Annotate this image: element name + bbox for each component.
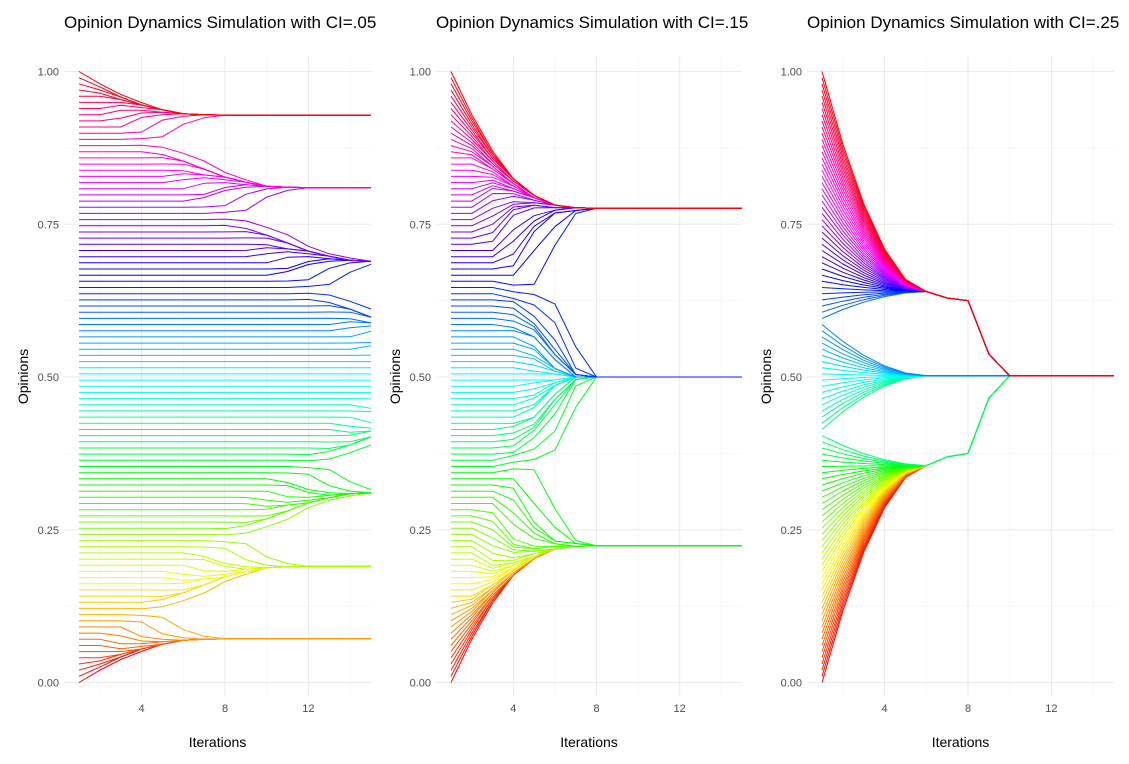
agent-trajectory: [79, 472, 372, 494]
trajectories: [450, 71, 742, 683]
agent-trajectory: [79, 263, 372, 288]
agent-trajectory: [79, 492, 372, 536]
agent-trajectory: [79, 305, 372, 318]
agent-trajectory: [79, 404, 372, 409]
agent-trajectory: [79, 436, 372, 443]
agent-trajectory: [79, 436, 372, 456]
agent-trajectory: [79, 317, 372, 324]
agent-trajectory: [79, 259, 372, 276]
x-tick-label: 4: [510, 703, 516, 715]
agent-trajectory: [79, 224, 372, 262]
chart-title: Opinion Dynamics Simulation with CI=.15: [436, 13, 748, 32]
agent-trajectory: [79, 410, 372, 412]
y-tick-label: 0.75: [410, 219, 431, 231]
trajectories: [821, 71, 1114, 683]
agent-trajectory: [79, 466, 372, 491]
chart-title: Opinion Dynamics Simulation with CI=.05: [64, 13, 376, 32]
y-tick-label: 0.00: [410, 678, 431, 690]
y-tick-label: 0.00: [38, 678, 59, 690]
chart-panel-2: Opinion Dynamics Simulation with CI=.15 0…: [387, 13, 748, 750]
y-tick-label: 0.75: [38, 219, 59, 231]
y-tick-label: 0.50: [410, 372, 431, 384]
agent-trajectory: [451, 468, 742, 547]
chart-panel-1: Opinion Dynamics Simulation with CI=.05 0…: [15, 13, 376, 750]
agent-trajectory: [79, 218, 372, 262]
agent-trajectory: [79, 325, 372, 332]
y-tick-label: 0.75: [781, 219, 802, 231]
y-tick-label: 0.25: [410, 525, 431, 537]
x-tick-label: 4: [139, 703, 145, 715]
agent-trajectory: [79, 444, 372, 462]
agent-trajectory: [79, 429, 372, 433]
x-tick-label: 12: [674, 703, 686, 715]
x-axis-title: Iterations: [932, 734, 990, 750]
agent-trajectory: [79, 478, 372, 495]
y-axis-title: Opinions: [758, 349, 774, 404]
agent-trajectory: [79, 251, 372, 262]
x-tick-label: 12: [302, 703, 314, 715]
agent-trajectory: [79, 144, 371, 189]
agent-trajectory: [79, 292, 372, 310]
agent-trajectory: [79, 416, 372, 424]
agent-trajectory: [79, 540, 371, 567]
x-tick-label: 8: [593, 703, 599, 715]
y-tick-label: 1.00: [781, 67, 802, 79]
y-tick-label: 1.00: [38, 67, 59, 79]
agent-trajectory: [79, 430, 372, 437]
chart-panel-3: Opinion Dynamics Simulation with CI=.25 0…: [758, 13, 1119, 750]
agent-trajectory: [79, 492, 372, 503]
agent-trajectory: [79, 436, 372, 449]
agent-trajectory: [821, 71, 1114, 377]
y-axis-title: Opinions: [15, 349, 31, 404]
agent-trajectory: [79, 311, 372, 318]
y-tick-label: 0.50: [38, 372, 59, 384]
x-tick-label: 12: [1045, 703, 1057, 715]
agent-trajectory: [450, 71, 742, 209]
x-tick-label: 8: [222, 703, 228, 715]
agent-trajectory: [79, 258, 372, 270]
agent-trajectory: [79, 492, 372, 507]
agent-trajectory: [79, 330, 372, 338]
y-tick-label: 0.50: [781, 372, 802, 384]
agent-trajectory: [79, 321, 372, 325]
agent-trajectory: [78, 71, 371, 116]
agent-trajectory: [79, 256, 372, 264]
agent-trajectory: [451, 287, 742, 378]
y-tick-label: 1.00: [410, 67, 431, 79]
agent-trajectory: [79, 342, 372, 344]
x-axis-title: Iterations: [189, 734, 247, 750]
chart-title: Opinion Dynamics Simulation with CI=.25: [807, 13, 1119, 32]
y-tick-label: 0.25: [781, 525, 802, 537]
agent-trajectory: [79, 614, 371, 640]
y-tick-label: 0.00: [781, 678, 802, 690]
x-axis-title: Iterations: [560, 734, 618, 750]
agent-trajectory: [79, 422, 372, 429]
y-axis-title: Opinions: [387, 349, 403, 404]
agent-trajectory: [79, 345, 372, 350]
agent-trajectory: [79, 298, 372, 318]
agent-trajectory: [79, 484, 372, 496]
x-tick-label: 4: [882, 703, 888, 715]
y-tick-label: 0.25: [38, 525, 59, 537]
agent-trajectory: [79, 490, 372, 498]
agent-trajectory: [79, 260, 372, 282]
trajectories: [78, 71, 372, 683]
x-tick-label: 8: [965, 703, 971, 715]
